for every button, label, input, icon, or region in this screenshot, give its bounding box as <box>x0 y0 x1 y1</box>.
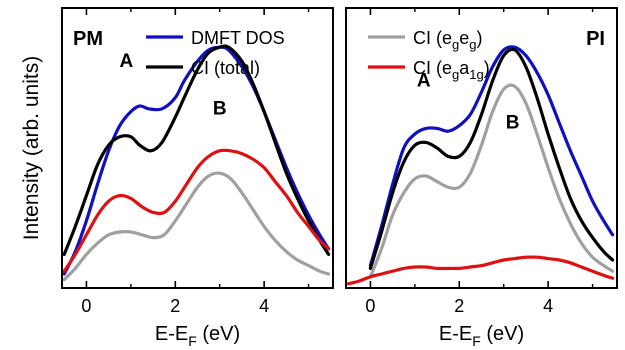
panel-label: PI <box>586 28 605 50</box>
peak-label: A <box>120 51 134 72</box>
x-axis-label-unit: (eV) <box>197 323 240 345</box>
x-axis-label-sub: F <box>472 333 481 349</box>
series-line-dmft <box>62 45 331 276</box>
legend-label-text: ) <box>477 28 483 48</box>
y-axis-label: Intensity (arb. units) <box>20 56 43 240</box>
legend-label-text: e <box>459 28 469 48</box>
series-line-eg_a1g <box>346 255 615 286</box>
series-line-eg_eg <box>62 171 331 282</box>
x-axis-label-main: E-E <box>155 323 188 345</box>
x-tick-label: 2 <box>454 296 464 316</box>
legend-label-text: CI (e <box>413 58 452 78</box>
curves <box>346 45 615 286</box>
curves <box>62 44 331 282</box>
series-line-eg_a1g <box>62 148 331 273</box>
panel-label: PM <box>73 28 103 50</box>
plot-frame <box>61 7 334 289</box>
series-line-ci_total <box>368 47 615 270</box>
legend-label: CI (ega1g) <box>413 58 490 82</box>
x-axis-label-main: E-E <box>439 323 472 345</box>
legend-label-sub: g <box>452 67 459 82</box>
legend-label-sub: g <box>452 37 459 52</box>
x-tick-label: 0 <box>365 296 375 316</box>
legend-label-sub: 1g <box>469 67 483 82</box>
x-axis-label: E-EF (eV) <box>155 323 240 349</box>
x-axis-label: E-EF (eV) <box>439 323 524 349</box>
x-tick-label: 2 <box>170 296 180 316</box>
legend: DMFT DOS CI (total) <box>146 28 285 78</box>
x-tick-label: 4 <box>259 296 269 316</box>
series-line-ci_total <box>62 44 331 256</box>
x-axis-label-unit: (eV) <box>481 323 524 345</box>
x-tick-label: 4 <box>543 296 553 316</box>
plot-frame <box>345 7 618 289</box>
legend-label-text: CI (e <box>413 28 452 48</box>
series-line-dmft <box>368 45 615 268</box>
legend-label: CI (total) <box>191 58 260 78</box>
legend-label: DMFT DOS <box>191 28 285 48</box>
legend-label-text: a <box>459 58 470 78</box>
legend-label-sub: g <box>469 37 476 52</box>
peak-label: A <box>417 70 431 91</box>
panel-pm: 0 2 4 E-EF (eV) PM A B DMFT DOS CI (total) <box>61 7 334 349</box>
series-line-eg_eg <box>368 83 615 279</box>
legend-label: CI (egeg) <box>413 28 483 52</box>
x-axis-label-sub: F <box>188 333 197 349</box>
peak-label: B <box>213 98 227 119</box>
legend-label-text: ) <box>484 58 490 78</box>
x-tick-label: 0 <box>81 296 91 316</box>
legend: CI (egeg)CI (ega1g) <box>368 28 490 82</box>
peak-label: B <box>506 112 520 133</box>
